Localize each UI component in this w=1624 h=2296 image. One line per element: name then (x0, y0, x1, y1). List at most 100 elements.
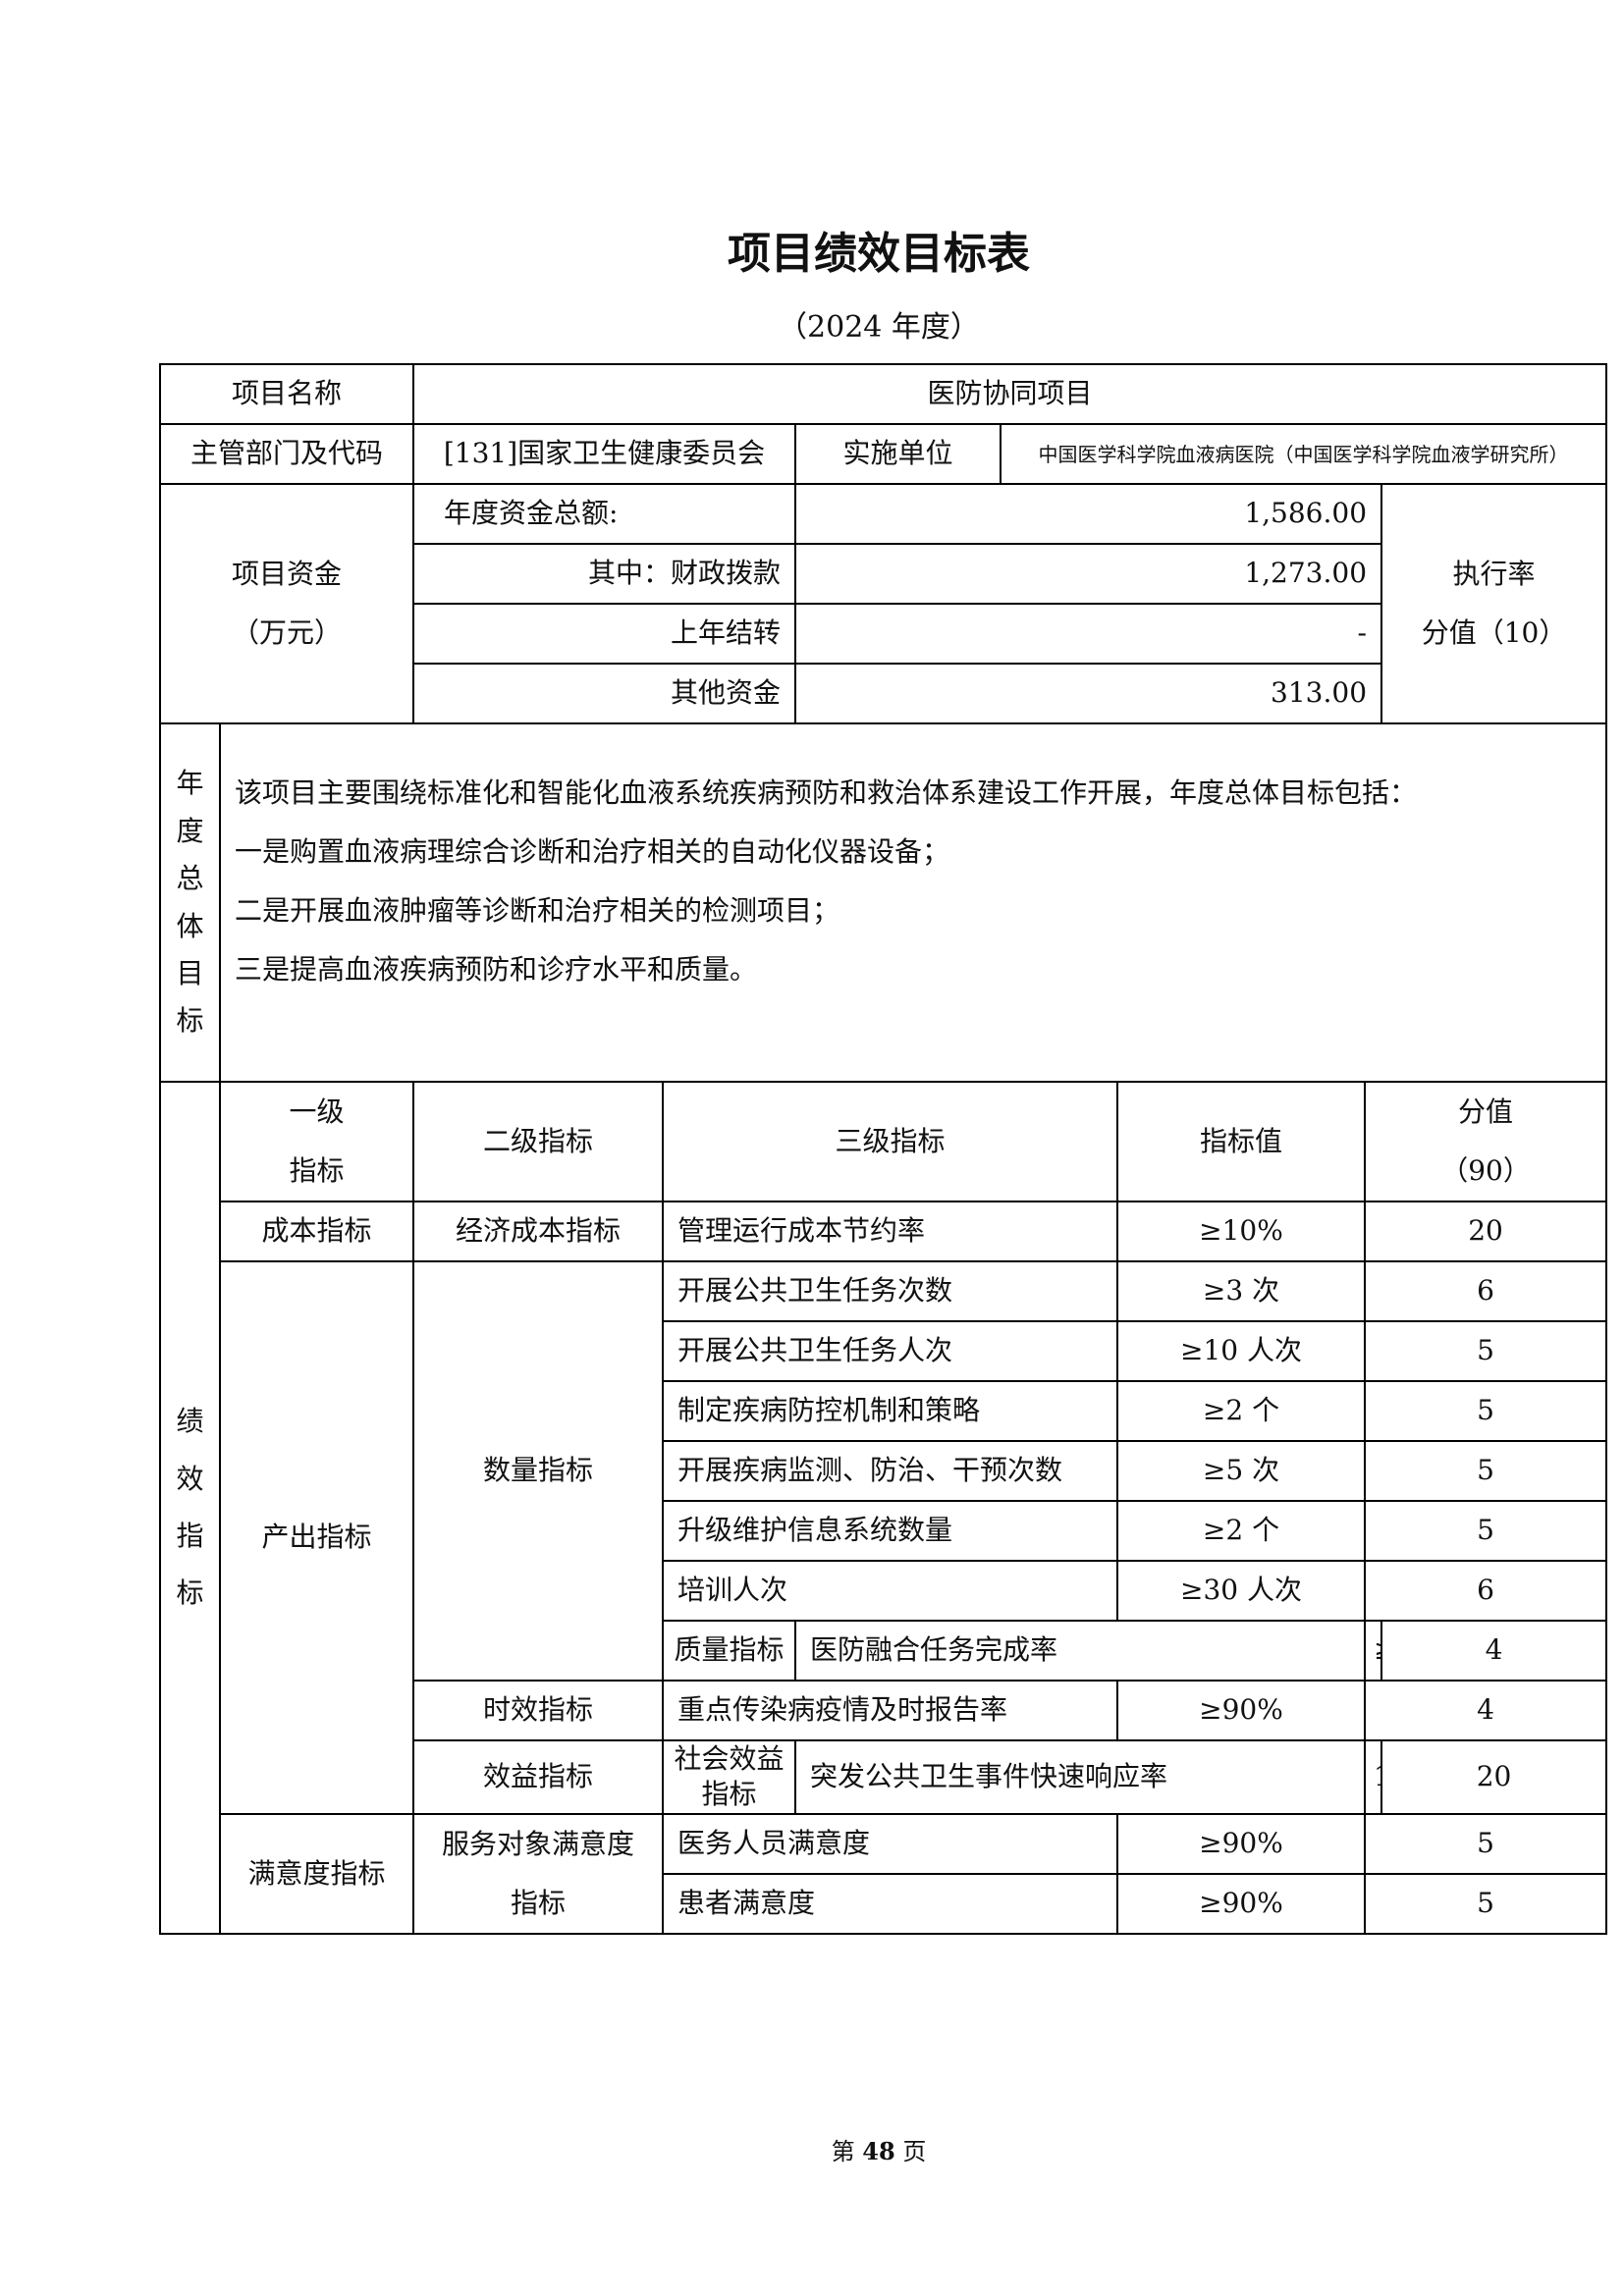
score-cell: 5 (1364, 1440, 1608, 1502)
level2-economic-cost: 经济成本指标 (412, 1201, 665, 1262)
fund-value: 313.00 (794, 663, 1383, 724)
score-cell: 6 (1364, 1260, 1608, 1322)
goal-text: 该项目主要围绕标准化和智能化血液系统疾病预防和救治体系建设工作开展，年度总体目标… (218, 722, 1608, 1083)
header-score: 分值 （90） (1364, 1081, 1608, 1202)
goal-label-char: 度 (176, 814, 204, 847)
fund-row: 其他资金 313.00 (160, 663, 1606, 724)
fund-label: 年度资金总额: (412, 483, 797, 545)
indicator-row: 成本指标 经济成本指标 管理运行成本节约率 ≥10% 20 (160, 1201, 1608, 1262)
indicator-row: 开展公共卫生任务人次 ≥10 人次 5 (160, 1320, 1608, 1382)
indicator-row: 时效指标 重点传染病疫情及时报告率 ≥90% 4 (160, 1680, 1608, 1741)
project-name-label: 项目名称 (158, 363, 415, 425)
level2-service-satisfaction: 服务对象满意度 指标 (412, 1812, 665, 1935)
indicator-row: 效益指标 社会效益指标 突发公共卫生事件快速响应率 100% 20 (160, 1739, 1608, 1815)
level1-benefit: 效益指标 (412, 1739, 665, 1815)
execution-rate-label: 执行率 分值（10） (1380, 483, 1608, 724)
goal-label-char: 年 (176, 767, 204, 800)
header-level3: 三级指标 (662, 1081, 1119, 1202)
perf-label: 绩 效 指 标 (159, 1081, 221, 1935)
target-value-cell: ≥90% (1116, 1812, 1367, 1875)
indicator-row: 质量指标 医防融合任务完成率 ≥90% 4 (160, 1620, 1608, 1682)
target-value-cell: ≥2 个 (1116, 1500, 1367, 1562)
page-suffix: 页 (902, 2138, 927, 2165)
goal-label-char: 目 (176, 956, 204, 989)
header-score-line1: 分值 (1458, 1095, 1514, 1128)
level3-cell: 培训人次 (662, 1560, 1119, 1622)
score-cell: 5 (1364, 1500, 1608, 1562)
department-value: [131]国家卫生健康委员会 (412, 423, 797, 485)
target-value-cell: ≥90% (1364, 1620, 1383, 1682)
score-cell: 5 (1364, 1320, 1608, 1382)
header-level1: 一级 指标 (218, 1081, 415, 1202)
score-cell: 20 (1380, 1739, 1608, 1815)
target-value-cell: ≥10 人次 (1116, 1320, 1367, 1382)
indicator-header-row: 绩 效 指 标 一级 指标 二级指标 三级指标 指标值 分值 （90） (159, 1081, 1608, 1935)
level2-line1: 服务对象满意度 (442, 1827, 635, 1860)
department-label: 主管部门及代码 (158, 423, 415, 485)
page-prefix: 第 (831, 2138, 855, 2165)
indicator-row: 开展疾病监测、防治、干预次数 ≥5 次 5 (160, 1440, 1608, 1502)
level3-cell: 开展公共卫生任务次数 (662, 1260, 1119, 1322)
header-level2: 二级指标 (412, 1081, 665, 1202)
page-number-value: 48 (862, 2137, 895, 2165)
level3-cell: 开展公共卫生任务人次 (662, 1320, 1119, 1382)
header-l1-line2: 指标 (289, 1154, 345, 1187)
target-value-cell: 100% (1364, 1739, 1383, 1815)
header-score-line2: （90） (1440, 1154, 1531, 1187)
score-cell: 5 (1364, 1812, 1608, 1875)
goal-line: 一是购置血液病理综合诊断和治疗相关的自动化仪器设备； (235, 835, 950, 868)
perf-label-char: 绩 (176, 1405, 204, 1438)
level1-output: 产出指标 (218, 1260, 415, 1815)
funds-label: 项目资金 （万元） (158, 483, 415, 724)
fund-value: - (794, 603, 1383, 665)
level3-cell: 医务人员满意度 (662, 1812, 1119, 1875)
level3-cell: 升级维护信息系统数量 (662, 1500, 1119, 1562)
target-value-cell: ≥3 次 (1116, 1260, 1367, 1322)
goal-label-char: 标 (176, 1004, 204, 1038)
level2-social-benefit: 社会效益指标 (662, 1739, 797, 1815)
goal-line: 该项目主要围绕标准化和智能化血液系统疾病预防和救治体系建设工作开展，年度总体目标… (235, 776, 1418, 809)
rate-line2: 分值（10） (1421, 616, 1567, 649)
performance-table: 项目名称 医防协同项目 主管部门及代码 [131]国家卫生健康委员会 实施单位 … (158, 363, 1608, 1935)
fund-label: 其中：财政拨款 (412, 543, 797, 605)
indicator-row: 产出指标 数量指标 开展公共卫生任务次数 ≥3 次 6 (160, 1260, 1608, 1815)
level2-quantity: 数量指标 (412, 1260, 665, 1682)
indicator-row: 患者满意度 ≥90% 5 (160, 1872, 1608, 1935)
goal-label-char: 体 (176, 909, 204, 942)
funds-label-line2: （万元） (232, 616, 343, 649)
level3-cell: 重点传染病疫情及时报告率 (662, 1680, 1119, 1741)
level3-cell: 患者满意度 (662, 1872, 1119, 1935)
target-value-cell: ≥10% (1116, 1201, 1367, 1262)
goal-label-char: 总 (176, 862, 204, 895)
target-value-cell: ≥30 人次 (1116, 1560, 1367, 1622)
page-title: 项目绩效目标表 (728, 229, 1030, 279)
score-cell: 20 (1364, 1201, 1608, 1262)
level3-cell: 突发公共卫生事件快速响应率 (794, 1739, 1367, 1815)
level1-cost: 成本指标 (218, 1201, 415, 1262)
score-cell: 4 (1364, 1680, 1608, 1741)
score-cell: 5 (1364, 1872, 1608, 1935)
perf-label-char: 指 (176, 1519, 204, 1552)
target-value-cell: ≥90% (1116, 1872, 1367, 1935)
goal-line: 三是提高血液疾病预防和诊疗水平和质量。 (235, 953, 758, 986)
level3-cell: 制定疾病防控机制和策略 (662, 1380, 1119, 1442)
level1-satisfaction: 满意度指标 (218, 1812, 415, 1935)
perf-label-char: 效 (176, 1462, 204, 1495)
fund-label: 上年结转 (412, 603, 797, 665)
fund-label: 其他资金 (412, 663, 797, 724)
page-number: 第 48 页 (0, 2132, 1624, 2166)
level3-cell: 开展疾病监测、防治、干预次数 (662, 1440, 1119, 1502)
unit-label: 实施单位 (794, 423, 1002, 485)
level2-quality: 质量指标 (662, 1620, 797, 1682)
page-subtitle: （2024 年度） (778, 310, 980, 345)
score-cell: 6 (1364, 1560, 1608, 1622)
indicator-row: 培训人次 ≥30 人次 6 (160, 1560, 1608, 1622)
goal-label: 年 度 总 体 目 标 (159, 722, 221, 1083)
header-value: 指标值 (1116, 1081, 1367, 1202)
fund-row: 其中：财政拨款 1,273.00 (160, 543, 1606, 605)
fund-row: 上年结转 - (160, 603, 1606, 665)
project-name-row: 项目名称 医防协同项目 (158, 363, 1608, 425)
indicator-row: 升级维护信息系统数量 ≥2 个 5 (160, 1500, 1608, 1562)
unit-value: 中国医学科学院血液病医院（中国医学科学院血液学研究所） (1000, 423, 1608, 485)
fund-value: 1,273.00 (794, 543, 1383, 605)
